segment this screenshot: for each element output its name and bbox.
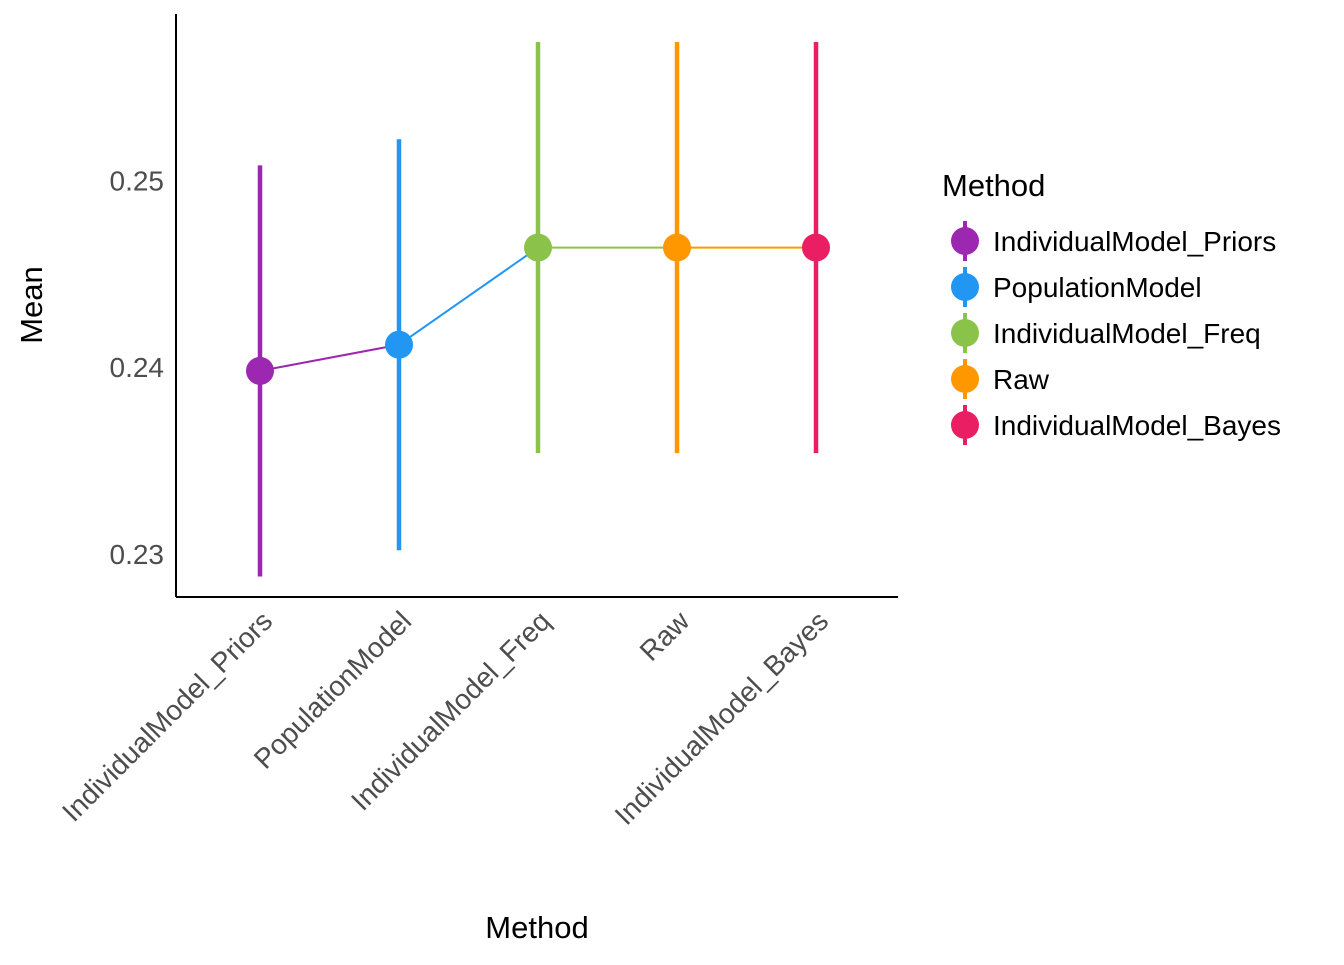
mean-point [385, 330, 413, 359]
y-tick-label: 0.23 [110, 539, 165, 570]
mean-point [663, 233, 691, 262]
legend-label: Raw [993, 364, 1050, 395]
x-tick-label: Raw [634, 605, 696, 667]
connector-lines [259, 246, 816, 372]
y-tick-label: 0.24 [110, 352, 165, 383]
y-axis-title: Mean [14, 266, 49, 344]
legend: Method IndividualModel_Priors PopulationM… [942, 168, 1281, 445]
legend-label: IndividualModel_Priors [993, 226, 1276, 257]
legend-label: IndividualModel_Bayes [993, 410, 1281, 441]
connector-line [398, 246, 539, 346]
legend-key-point [951, 365, 979, 393]
legend-key-point [951, 411, 979, 439]
legend-key-point [951, 273, 979, 301]
legend-key-point [951, 319, 979, 347]
mean-point [802, 233, 830, 262]
connector-line [259, 343, 400, 372]
mean-points [246, 233, 830, 385]
x-axis-title: Method [485, 910, 588, 945]
mean-point [246, 356, 274, 385]
error-bars [257, 42, 819, 577]
mean-point [524, 233, 552, 262]
x-tick-labels: IndividualModel_PriorsPopulationModelInd… [56, 605, 834, 831]
axes [175, 14, 898, 598]
legend-title: Method [942, 168, 1045, 203]
legend-key-point [951, 227, 979, 255]
y-tick-labels: 0.23 0.24 0.25 [110, 165, 165, 570]
y-tick-label: 0.25 [110, 165, 165, 196]
x-tick-label: IndividualModel_Priors [56, 605, 278, 827]
legend-label: IndividualModel_Freq [993, 318, 1261, 349]
legend-label: PopulationModel [993, 272, 1202, 303]
